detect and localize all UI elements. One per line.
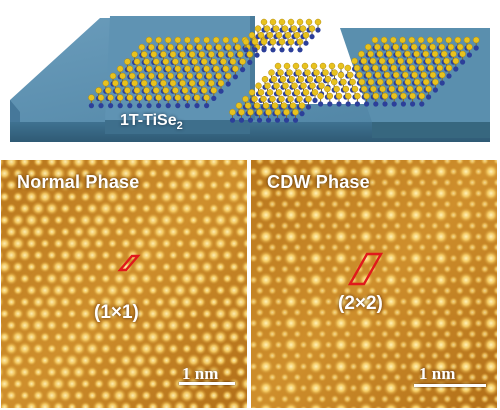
scale-bar-normal — [179, 382, 235, 385]
stm-texture-cdw — [251, 160, 497, 408]
stm-texture-normal — [1, 160, 247, 408]
atom-arrays — [88, 18, 480, 123]
atom-lattice — [251, 160, 497, 408]
material-name: 1T-TiSe — [120, 112, 177, 129]
substrate-terraces — [10, 16, 490, 142]
unit-cell-outline — [347, 252, 384, 286]
atom-block — [242, 18, 322, 53]
unit-cell-label-2x2: (2×2) — [338, 293, 383, 314]
material-subscript: 2 — [176, 120, 183, 133]
scale-bar-label-normal: 1 nm — [182, 364, 219, 383]
atom-lattice — [1, 160, 247, 408]
normal-phase-title: Normal Phase — [17, 172, 140, 192]
crystal-schematic: 1T-TiSe2 — [0, 0, 500, 158]
stm-image-normal-phase: Normal Phase (1×1) 1 nm — [1, 160, 247, 408]
atom-block — [229, 62, 345, 123]
atom-block — [88, 36, 268, 109]
stm-image-cdw-phase: CDW Phase (2×2) 1 nm — [251, 160, 497, 408]
scale-bar-cdw — [414, 384, 486, 387]
scale-bar-label-cdw: 1 nm — [419, 364, 456, 383]
cdw-phase-title: CDW Phase — [267, 172, 370, 192]
unit-cell-outline — [117, 254, 141, 272]
atom-block — [317, 36, 480, 107]
material-label: 1T-TiSe2 — [120, 112, 183, 132]
unit-cell-label-1x1: (1×1) — [94, 302, 139, 323]
